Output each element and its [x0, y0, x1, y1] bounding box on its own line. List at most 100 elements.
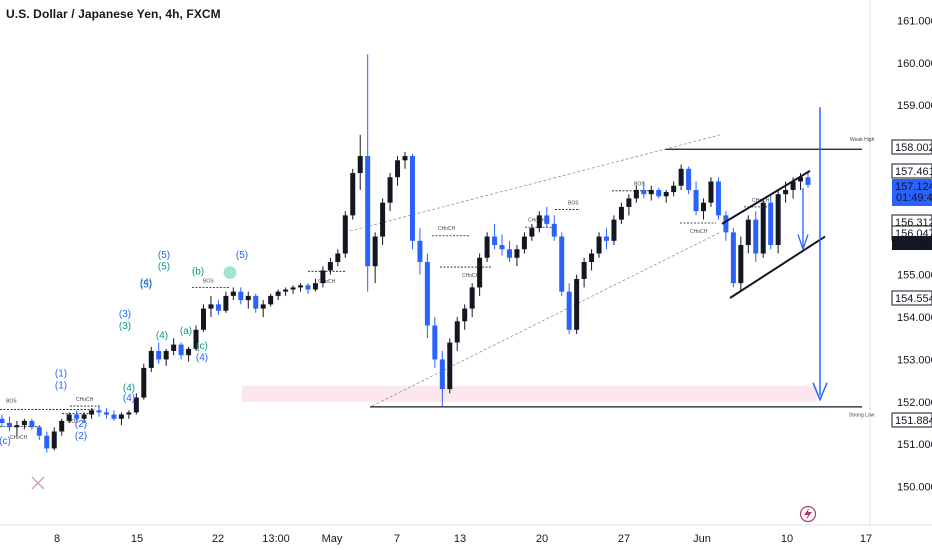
x-tick-label: 22	[212, 533, 224, 545]
candle-body	[111, 414, 117, 419]
candle-body	[536, 215, 542, 229]
x-tick-label: 17	[860, 533, 872, 545]
candle-body	[469, 287, 475, 309]
y-tick-label: 159.000	[897, 100, 932, 112]
candle-body	[201, 308, 206, 330]
candle-body	[753, 219, 759, 254]
structure-label: CHoCH	[10, 435, 28, 441]
wave-label: (5)	[158, 250, 170, 261]
candle-body	[350, 173, 356, 216]
strong-low-label: Strong Low	[849, 413, 875, 419]
y-tick-label: 161.000	[897, 15, 932, 27]
candle-body	[484, 236, 490, 258]
wave-label: (4)	[123, 383, 135, 394]
candle-body	[424, 261, 430, 326]
candle-body	[544, 215, 550, 224]
candle-body	[723, 215, 729, 233]
wave-label: (1)	[55, 380, 67, 391]
candle-body	[402, 156, 408, 161]
candle-body	[6, 422, 12, 428]
candle-body	[141, 367, 147, 398]
candle-body	[596, 236, 602, 254]
x-tick-label: 10	[781, 533, 793, 545]
candle-body	[365, 156, 371, 267]
candle-body	[611, 219, 617, 241]
candle-body	[171, 344, 177, 351]
x-tick-label: 27	[618, 533, 630, 545]
y-tick-label: 153.000	[897, 354, 932, 366]
target-arrow-head	[812, 382, 828, 402]
structure-label: CHoCH	[528, 218, 546, 224]
wave-label: (c)	[196, 341, 208, 352]
candle-body	[409, 156, 415, 241]
chart-title: U.S. Dollar / Japanese Yen, 4h, FXCM	[6, 7, 221, 21]
price-tag-label: 154.554	[895, 293, 932, 305]
structure-label: BOS	[203, 278, 214, 284]
y-tick-label: 155.000	[897, 270, 932, 282]
candle-body	[208, 304, 214, 309]
candle-body	[342, 215, 348, 254]
candle-body	[798, 177, 804, 182]
candle-body	[298, 285, 304, 288]
candle-body	[74, 414, 80, 419]
flash-icon[interactable]	[804, 508, 812, 520]
price-tag	[891, 412, 932, 428]
y-tick-label: 150.000	[897, 482, 932, 494]
y-tick-label: 154.000	[897, 312, 932, 324]
x-tick-label: Jun	[693, 533, 711, 545]
y-tick-label: 151.000	[897, 439, 932, 451]
candle-body	[462, 308, 468, 322]
support-zone	[242, 385, 817, 402]
candle-body	[230, 291, 236, 296]
structure-label: BOS	[68, 419, 79, 425]
candle-body	[96, 410, 102, 413]
x-tick-label: 13	[454, 533, 466, 545]
candle-body	[514, 249, 520, 258]
wave-label: (1)	[55, 368, 67, 379]
candle-body	[51, 431, 57, 449]
candle-body	[581, 261, 587, 279]
current-price-box	[892, 179, 932, 206]
candle-body	[268, 295, 274, 305]
x-cross-icon	[31, 476, 45, 490]
candle-body	[156, 350, 162, 360]
candle-body	[678, 168, 684, 186]
price-tag-dark	[892, 236, 932, 250]
candle-body	[529, 228, 535, 237]
channel-upper-line	[721, 170, 811, 225]
x-tick-label: 15	[131, 533, 143, 545]
wave-label: (3)	[119, 309, 131, 320]
candle-body	[454, 321, 460, 343]
candle-body	[260, 304, 266, 309]
candle-body	[44, 435, 50, 449]
candle-body	[14, 425, 20, 428]
candle-body	[633, 189, 639, 199]
candle-body	[730, 232, 736, 284]
candle-body	[671, 185, 677, 193]
candle-body	[0, 418, 5, 423]
structure-label: BOS	[634, 182, 645, 188]
x-tick-label: May	[322, 533, 343, 545]
candle-body	[618, 206, 624, 220]
candle-body	[21, 420, 27, 426]
candle-body	[566, 291, 572, 330]
candle-body	[29, 420, 35, 428]
candle-body	[551, 223, 557, 237]
price-tag	[891, 163, 932, 179]
price-tag-label: 157.461	[895, 166, 932, 178]
candle-body	[745, 219, 751, 246]
candle-body	[89, 410, 95, 415]
structure-label: BOS	[568, 200, 579, 206]
candle-body	[186, 348, 192, 356]
candle-body	[118, 414, 124, 419]
candle-body	[290, 287, 296, 290]
x-tick-label: 8	[54, 533, 60, 545]
weak-high-label: Weak High	[850, 137, 875, 143]
flash-icon-ring[interactable]	[799, 505, 817, 523]
candle-body	[708, 181, 714, 203]
candle-body	[715, 181, 721, 216]
lower-trendline	[371, 232, 721, 407]
structure-label: CHoCH	[462, 273, 480, 279]
candle-body	[521, 236, 527, 250]
